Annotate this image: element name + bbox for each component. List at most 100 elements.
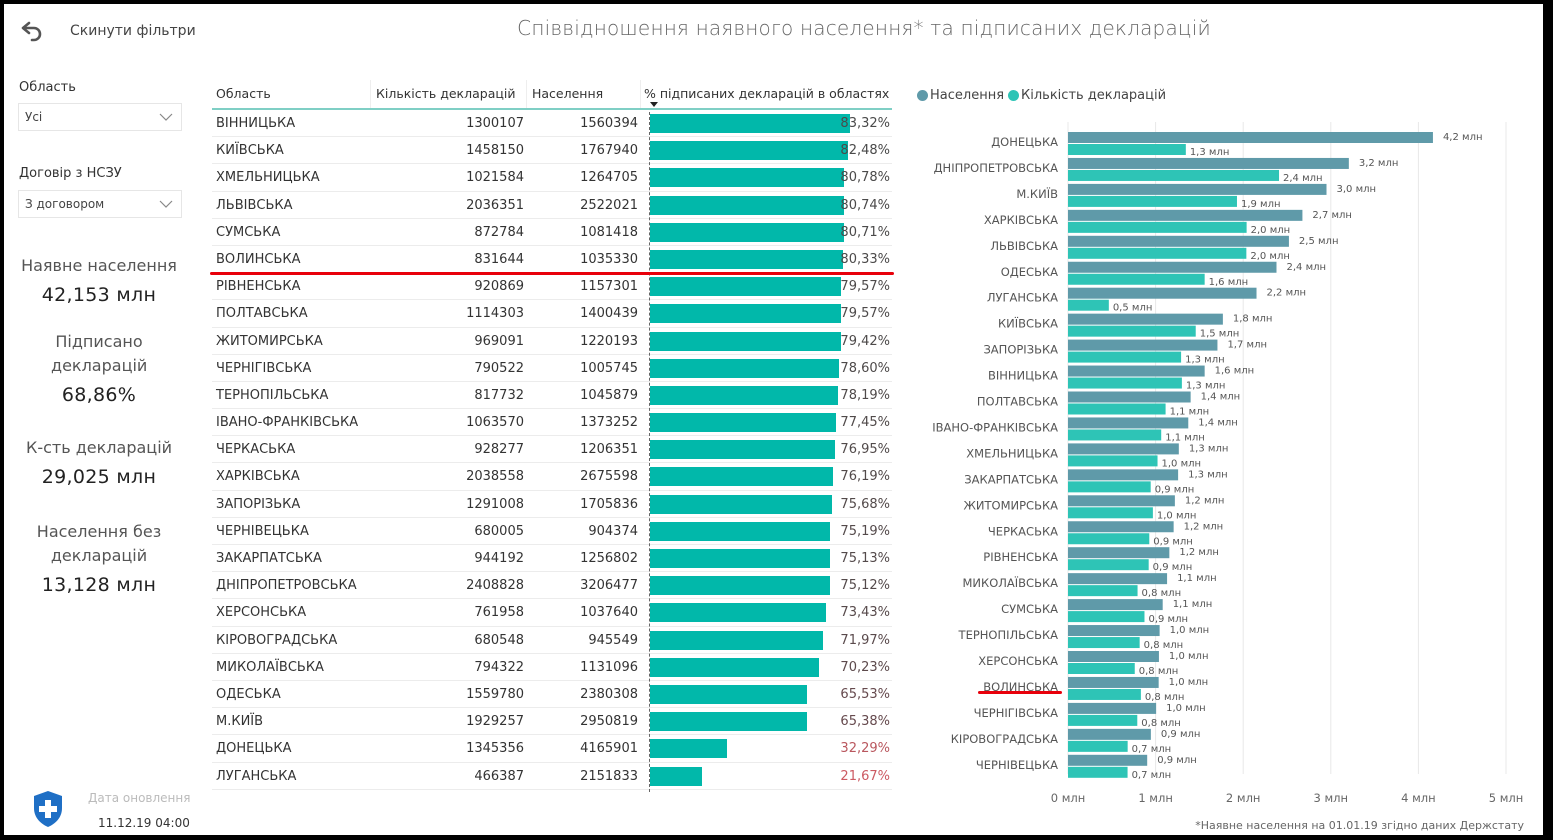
population-data-label: 1,3 млн [1189,443,1229,454]
table-row[interactable]: ДОНЕЦЬКА 1345356 4165901 32,29% [212,735,892,763]
cell-declarations: 1021584 [466,170,524,186]
category-label: ЛЬВІВСЬКА [990,239,1058,253]
declarations-data-label: 0,9 млн [1155,484,1195,495]
declarations-data-label: 0,8 млн [1144,640,1184,651]
population-bar [1068,183,1327,195]
table-row[interactable]: ВІННИЦЬКА 1300107 1560394 83,32% [212,110,892,138]
percent-data-bar [650,141,848,161]
region-slicer-dropdown[interactable]: Усі [18,103,182,131]
category-label: МИКОЛАЇВСЬКА [963,575,1059,590]
declarations-bar [1068,403,1166,415]
cell-region: ЗАПОРІЗЬКА [216,496,301,512]
cell-population: 1157301 [580,279,638,295]
reset-filters-button[interactable]: Скинути фільтри [20,18,196,44]
declarations-data-label: 0,8 млн [1139,666,1179,677]
table-row[interactable]: СУМСЬКА 872784 1081418 80,71% [212,219,892,246]
population-data-label: 1,1 млн [1177,573,1217,584]
column-separator [370,80,371,108]
population-bar [1068,209,1303,221]
declarations-bar [1068,273,1205,285]
declarations-bar [1068,481,1151,493]
table-row[interactable]: КИЇВСЬКА 1458150 1767940 82,48% [212,137,892,165]
population-data-label: 4,2 млн [1443,132,1483,143]
card-title: Наявне населення [21,256,177,275]
declarations-data-label: 1,1 млн [1165,432,1205,443]
category-label: СУМСЬКА [1001,602,1058,616]
population-bar [1068,417,1189,429]
declarations-data-label: 2,0 млн [1250,251,1290,262]
percent-data-bar [650,168,844,188]
percent-data-bar [650,195,844,215]
table-row[interactable]: ДНІПРОПЕТРОВСЬКА 2408828 3206477 75,12% [212,572,892,600]
population-data-label: 1,7 млн [1227,340,1267,351]
table-row[interactable]: КІРОВОГРАДСЬКА 680548 945549 71,97% [212,627,892,654]
cell-population: 1131096 [580,659,638,675]
table-row[interactable]: ЖИТОМИРСЬКА 969091 1220193 79,42% [212,328,892,355]
category-label: ЧЕРНІВЕЦЬКА [976,758,1058,772]
cell-percent: 83,32% [840,116,890,131]
population-data-label: 1,0 млн [1169,677,1209,688]
population-data-label: 1,3 млн [1188,469,1228,480]
table-row[interactable]: ЧЕРНІВЕЦЬКА 680005 904374 75,19% [212,518,892,545]
column-header-region[interactable]: Область [216,86,271,101]
cell-percent: 75,12% [840,578,890,594]
cell-population: 2522021 [580,197,638,213]
table-row[interactable]: ХМЕЛЬНИЦЬКА 1021584 1264705 80,78% [212,164,892,192]
table-row[interactable]: ПОЛТАВСЬКА 1114303 1400439 79,57% [212,300,892,328]
column-header-population[interactable]: Населення [532,86,604,101]
cell-population: 1264705 [580,170,638,186]
cell-population: 1035330 [580,251,638,267]
percent-data-bar [650,467,833,487]
category-label: ЗАПОРІЗЬКА [983,343,1058,357]
table-row[interactable]: ЛУГАНСЬКА 466387 2151833 21,67% [212,763,892,790]
column-separator [640,80,641,108]
card-value: 29,025 млн [41,466,157,488]
category-label: ІВАНО-ФРАНКІВСЬКА [932,420,1058,434]
column-header-declarations[interactable]: Кількість декларацій [376,86,516,101]
table-row[interactable]: ТЕРНОПІЛЬСЬКА 817732 1045879 78,19% [212,382,892,410]
table-row[interactable]: ІВАНО-ФРАНКІВСЬКА 1063570 1373252 77,45% [212,409,892,437]
chart-legend: Населення Кількість декларацій [917,88,1170,103]
table-row[interactable]: ЛЬВІВСЬКА 2036351 2522021 80,74% [212,192,892,219]
category-label: ХАРКІВСЬКА [984,213,1058,227]
table-row[interactable]: ХАРКІВСЬКА 2038558 2675598 76,19% [212,463,892,491]
category-label: РІВНЕНСЬКА [983,550,1058,564]
sort-descending-icon[interactable] [650,102,658,107]
population-bar [1068,547,1170,559]
cell-declarations: 1291008 [466,496,524,512]
column-header-percent[interactable]: % підписаних декларацій в областях [644,86,890,101]
population-bar [1068,365,1205,377]
population-bar [1068,469,1179,481]
cell-declarations: 969091 [474,333,524,349]
legend-item-declarations[interactable]: Кількість декларацій [1008,88,1166,103]
regions-table: Область Кількість декларацій Населення %… [212,76,892,790]
contract-slicer-dropdown[interactable]: З договором [18,190,182,218]
cell-percent: 75,68% [840,496,890,512]
table-row[interactable]: М.КИЇВ 1929257 2950819 65,38% [212,708,892,736]
cell-declarations: 466387 [474,768,524,784]
population-bar [1068,157,1349,169]
table-row[interactable]: ЧЕРНІГІВСЬКА 790522 1005745 78,60% [212,355,892,382]
table-row[interactable]: ОДЕСЬКА 1559780 2380308 65,53% [212,681,892,709]
cell-region: ХМЕЛЬНИЦЬКА [216,170,320,186]
table-row[interactable]: ЗАПОРІЗЬКА 1291008 1705836 75,68% [212,491,892,518]
declarations-bar [1068,299,1109,311]
shield-cross-icon [34,791,62,827]
bar-baseline [649,112,650,792]
table-row[interactable]: ЗАКАРПАТСЬКА 944192 1256802 75,13% [212,545,892,573]
table-row[interactable]: РІВНЕНСЬКА 920869 1157301 79,57% [212,273,892,301]
table-row[interactable]: ЧЕРКАСЬКА 928277 1206351 76,95% [212,436,892,464]
table-row[interactable]: ХЕРСОНСЬКА 761958 1037640 73,43% [212,599,892,627]
reset-filters-label: Скинути фільтри [70,23,196,39]
population-bar [1068,132,1433,143]
population-bar [1068,261,1277,273]
legend-item-population[interactable]: Населення [917,88,1004,103]
chevron-down-icon [159,113,173,121]
population-bar [1068,521,1174,533]
table-row[interactable]: ВОЛИНСЬКА 831644 1035330 80,33% [212,246,892,274]
cell-region: ДНІПРОПЕТРОВСЬКА [216,578,357,594]
table-row[interactable]: МИКОЛАЇВСЬКА 794322 1131096 70,23% [212,654,892,681]
cell-region: ІВАНО-ФРАНКІВСЬКА [216,415,359,431]
category-label: ЧЕРКАСЬКА [988,524,1058,538]
cell-percent: 78,60% [840,360,890,376]
